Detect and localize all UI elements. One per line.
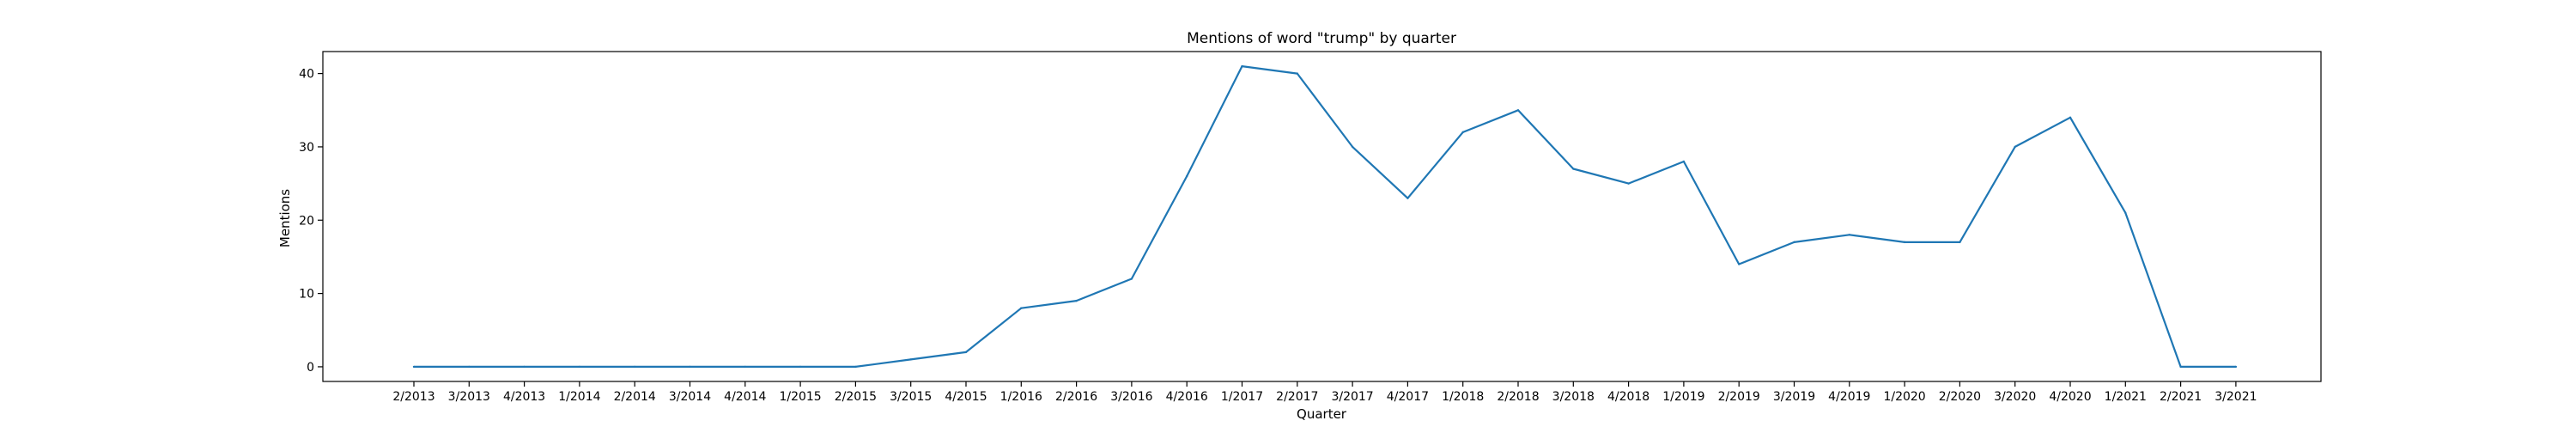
x-tick-label: 2/2021 xyxy=(2160,390,2202,404)
x-tick-label: 3/2014 xyxy=(669,390,711,404)
x-tick-label: 2/2019 xyxy=(1718,390,1760,404)
data-point xyxy=(854,365,857,369)
data-point xyxy=(2124,211,2127,214)
data-point xyxy=(1075,299,1078,302)
y-tick-label: 20 xyxy=(299,214,314,228)
data-point xyxy=(1903,241,1906,244)
data-point xyxy=(523,365,526,369)
x-tick-label: 3/2021 xyxy=(2215,390,2257,404)
x-tick-label: 4/2017 xyxy=(1387,390,1429,404)
x-tick-label: 4/2018 xyxy=(1607,390,1649,404)
x-tick-label: 2/2013 xyxy=(392,390,434,404)
data-point xyxy=(2014,145,2016,149)
data-point xyxy=(799,365,802,369)
x-tick-label: 3/2015 xyxy=(890,390,932,404)
x-tick-label: 1/2019 xyxy=(1662,390,1704,404)
data-point xyxy=(634,365,636,369)
y-axis-label: Mentions xyxy=(277,189,293,247)
data-point xyxy=(468,365,471,369)
y-tick-label: 30 xyxy=(299,141,314,155)
x-tick-label: 1/2020 xyxy=(1883,390,1925,404)
x-tick-label: 1/2018 xyxy=(1442,390,1484,404)
data-point xyxy=(1296,72,1299,75)
data-point xyxy=(964,351,968,354)
x-tick-label: 4/2014 xyxy=(724,390,766,404)
data-point xyxy=(1848,234,1850,236)
x-tick-label: 4/2016 xyxy=(1166,390,1208,404)
data-point xyxy=(1682,160,1686,163)
x-tick-label: 1/2016 xyxy=(1000,390,1042,404)
data-point xyxy=(1738,263,1741,265)
data-point xyxy=(689,365,691,369)
x-tick-label: 4/2020 xyxy=(2049,390,2091,404)
plot-area: 0 10 20 30 40 2/2013 3/2013 4/2013 1/2014 2/2014 3… xyxy=(299,51,2322,404)
x-tick-label: 4/2019 xyxy=(1828,390,1870,404)
plot-frame xyxy=(322,51,2322,382)
data-point xyxy=(1627,182,1630,185)
y-tick-label: 10 xyxy=(299,288,314,302)
y-tick-label: 0 xyxy=(307,361,314,375)
data-point xyxy=(744,365,746,369)
x-tick-label: 3/2016 xyxy=(1110,390,1152,404)
data-point xyxy=(412,365,416,369)
x-tick-label: 2/2015 xyxy=(835,390,877,404)
data-point xyxy=(1959,241,1961,244)
data-point xyxy=(2179,365,2182,369)
data-point xyxy=(1516,109,1520,112)
x-tick-label: 2/2016 xyxy=(1055,390,1097,404)
x-tick-label: 3/2017 xyxy=(1331,390,1373,404)
data-point xyxy=(1241,64,1243,68)
data-point xyxy=(1351,145,1354,149)
x-tick-label: 4/2013 xyxy=(503,390,545,404)
data-point xyxy=(2234,365,2238,369)
data-point xyxy=(2069,116,2072,119)
x-axis-label: Quarter xyxy=(1297,406,1347,422)
x-tick-label: 3/2018 xyxy=(1552,390,1595,404)
data-point xyxy=(1572,168,1575,170)
x-tick-label: 4/2015 xyxy=(945,390,987,404)
x-tick-label: 2/2020 xyxy=(1939,390,1981,404)
x-tick-label: 2/2018 xyxy=(1497,390,1539,404)
x-tick-label: 3/2013 xyxy=(448,390,490,404)
data-point xyxy=(1793,241,1795,244)
data-point xyxy=(1020,307,1023,309)
y-tick-label: 40 xyxy=(299,68,314,82)
data-point xyxy=(1186,174,1188,178)
x-tick-label: 3/2019 xyxy=(1773,390,1815,404)
data-point xyxy=(1406,197,1409,199)
x-tick-label: 2/2014 xyxy=(614,390,656,404)
data-point xyxy=(1130,277,1133,280)
x-tick-label: 1/2014 xyxy=(558,390,600,404)
data-point xyxy=(909,358,912,361)
x-tick-label: 3/2020 xyxy=(1994,390,2036,404)
data-point xyxy=(578,365,581,369)
x-tick-label: 2/2017 xyxy=(1276,390,1318,404)
data-point xyxy=(1461,131,1464,134)
series-line xyxy=(414,64,2236,368)
x-tick-label: 1/2021 xyxy=(2105,390,2147,404)
x-tick-label: 1/2015 xyxy=(779,390,821,404)
x-tick-label: 1/2017 xyxy=(1221,390,1263,404)
chart-title: Mentions of word "trump" by quarter xyxy=(1187,30,1456,47)
